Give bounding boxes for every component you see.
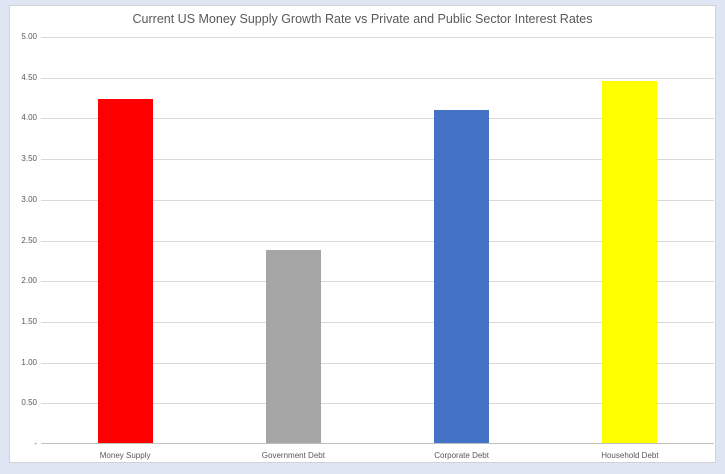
x-category-label: Household Debt: [601, 451, 659, 460]
plot-area: [41, 37, 714, 444]
gridline: [41, 281, 714, 283]
gridline: [41, 159, 714, 161]
gridline: [41, 403, 714, 405]
y-tick-label: 0.50: [21, 398, 37, 408]
bar-corporate-debt[interactable]: [434, 110, 490, 443]
bar-government-debt[interactable]: [265, 250, 321, 443]
gridline: [41, 240, 714, 242]
x-axis: Money Supply Government Debt Corporate Deb…: [41, 450, 714, 462]
gridline: [41, 37, 714, 38]
x-category-label: Corporate Debt: [434, 451, 489, 460]
y-tick-label: 3.50: [21, 154, 37, 164]
bar-household-debt[interactable]: [602, 81, 658, 443]
y-tick-label: -: [34, 439, 37, 448]
gridline: [41, 77, 714, 79]
y-tick-label: 4.50: [21, 72, 37, 82]
chart-title: Current US Money Supply Growth Rate vs P…: [132, 12, 593, 26]
y-tick-label: 2.50: [21, 235, 37, 245]
chart-object[interactable]: Current US Money Supply Growth Rate vs P…: [9, 5, 716, 463]
y-tick-label: 4.00: [21, 113, 37, 123]
x-category-label: Money Supply: [99, 451, 151, 460]
y-tick-label: 3.00: [21, 194, 37, 204]
bar-money-supply[interactable]: [97, 99, 153, 443]
gridline: [41, 118, 714, 120]
y-tick-label: 5.00: [21, 32, 37, 41]
x-category-label: Government Debt: [261, 451, 325, 460]
gridline: [41, 362, 714, 364]
y-tick-label: 1.50: [21, 316, 37, 326]
y-tick-label: 2.00: [21, 276, 37, 286]
gridline: [41, 199, 714, 201]
gridline: [41, 321, 714, 323]
y-tick-label: 1.00: [21, 357, 37, 367]
